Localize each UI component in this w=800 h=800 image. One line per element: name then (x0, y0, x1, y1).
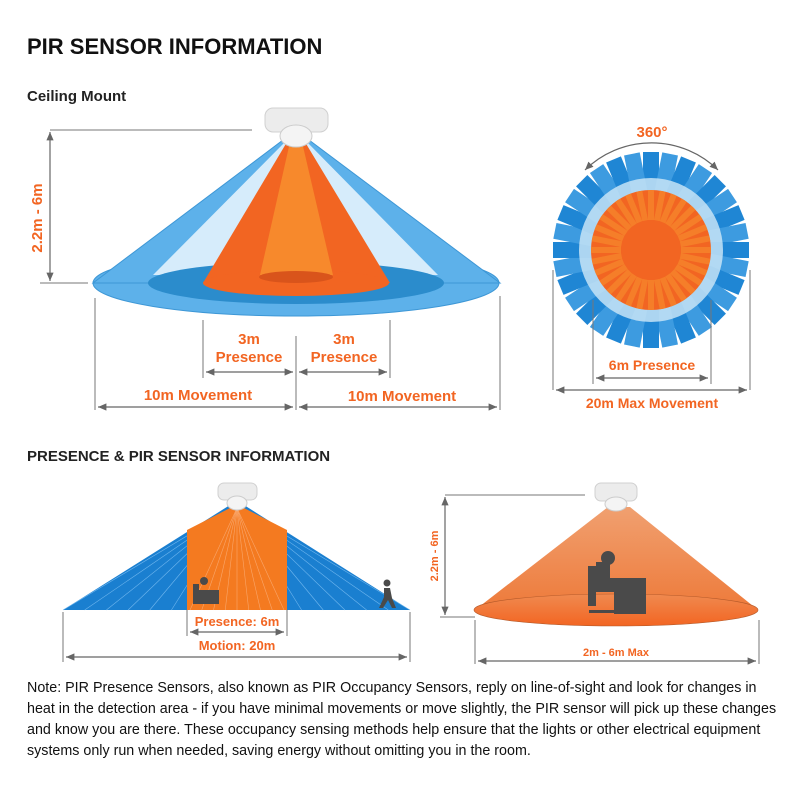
presence-ray (659, 276, 677, 307)
presence-ray (670, 269, 696, 295)
presence-ray (591, 252, 623, 265)
detection-line (224, 507, 238, 611)
presence-ray (599, 214, 628, 236)
page-title: PIR SENSOR INFORMATION (27, 34, 323, 59)
height-label: 2.2m - 6m (29, 183, 46, 252)
detection-line (236, 507, 285, 611)
sensor-icon (217, 482, 258, 511)
presence-ray (599, 264, 628, 286)
ceiling-mount-heading: Ceiling Mount (27, 88, 127, 105)
presence-cone-diagram: 2.2m - 6m 2m - 6m Max (429, 482, 760, 665)
presence-ray (653, 190, 666, 222)
presence-ray (681, 247, 711, 253)
presence-ray (625, 193, 643, 224)
sensor-icon (594, 482, 638, 512)
presence-ray (670, 205, 696, 231)
ceiling-cone-diagram: 2.2m - 6m 3m Presence 3m Presence 10m Mo… (29, 107, 502, 411)
walking-person-icon (379, 579, 396, 608)
presence-ray (679, 235, 711, 248)
top-presence-label: 6m Presence (609, 357, 696, 373)
presence-ray (636, 278, 649, 310)
detection-line (236, 507, 261, 611)
presence-right-label: Presence (311, 349, 378, 366)
presence-ray (636, 190, 649, 222)
presence-ray (625, 276, 643, 307)
motion-label: Motion: 20m (199, 638, 276, 653)
top-movement-label: 20m Max Movement (586, 395, 719, 411)
desk-person-icon (588, 551, 646, 614)
presence-ray (591, 247, 621, 253)
angle-label: 360° (636, 124, 667, 141)
presence-ray (677, 258, 708, 276)
top-view-diagram: 360° 6m Presence 20m Max Movement (552, 124, 751, 411)
presence-right-distance: 3m (333, 331, 355, 348)
desk-person-icon (193, 577, 219, 604)
presence-left-label: Presence (216, 349, 283, 366)
movement-left-label: 10m Movement (144, 387, 252, 404)
presence-ray (648, 280, 654, 310)
presence-ray (594, 258, 625, 276)
height-label: 2.2m - 6m (429, 530, 441, 581)
presence-ray (606, 269, 632, 295)
presence-ray (606, 205, 632, 231)
presence-ray (674, 214, 703, 236)
presence-ray (679, 252, 711, 265)
presence-ray (615, 198, 637, 227)
rotation-arrow (584, 142, 719, 171)
detection-line (236, 507, 273, 611)
presence-ray (594, 224, 625, 242)
presence-ray (674, 264, 703, 286)
presence-motion-diagram: Presence: 6m Motion: 20m (62, 482, 411, 662)
presence-label: Presence: 6m (195, 614, 280, 629)
presence-ray (591, 235, 623, 248)
presence-ray (648, 190, 654, 220)
detection-line (236, 507, 250, 611)
note-paragraph: Note: PIR Presence Sensors, also known a… (27, 680, 777, 759)
sensor-icon (264, 107, 329, 148)
presence-ray (659, 193, 677, 224)
presence-ray (677, 224, 708, 242)
presence-section-heading: PRESENCE & PIR SENSOR INFORMATION (27, 448, 331, 465)
presence-left-distance: 3m (238, 331, 260, 348)
width-label: 2m - 6m Max (583, 647, 650, 659)
presence-ray (615, 273, 637, 302)
presence-ray (653, 278, 666, 310)
presence-ray (665, 273, 687, 302)
movement-right-label: 10m Movement (348, 388, 456, 405)
presence-ray (665, 198, 687, 227)
